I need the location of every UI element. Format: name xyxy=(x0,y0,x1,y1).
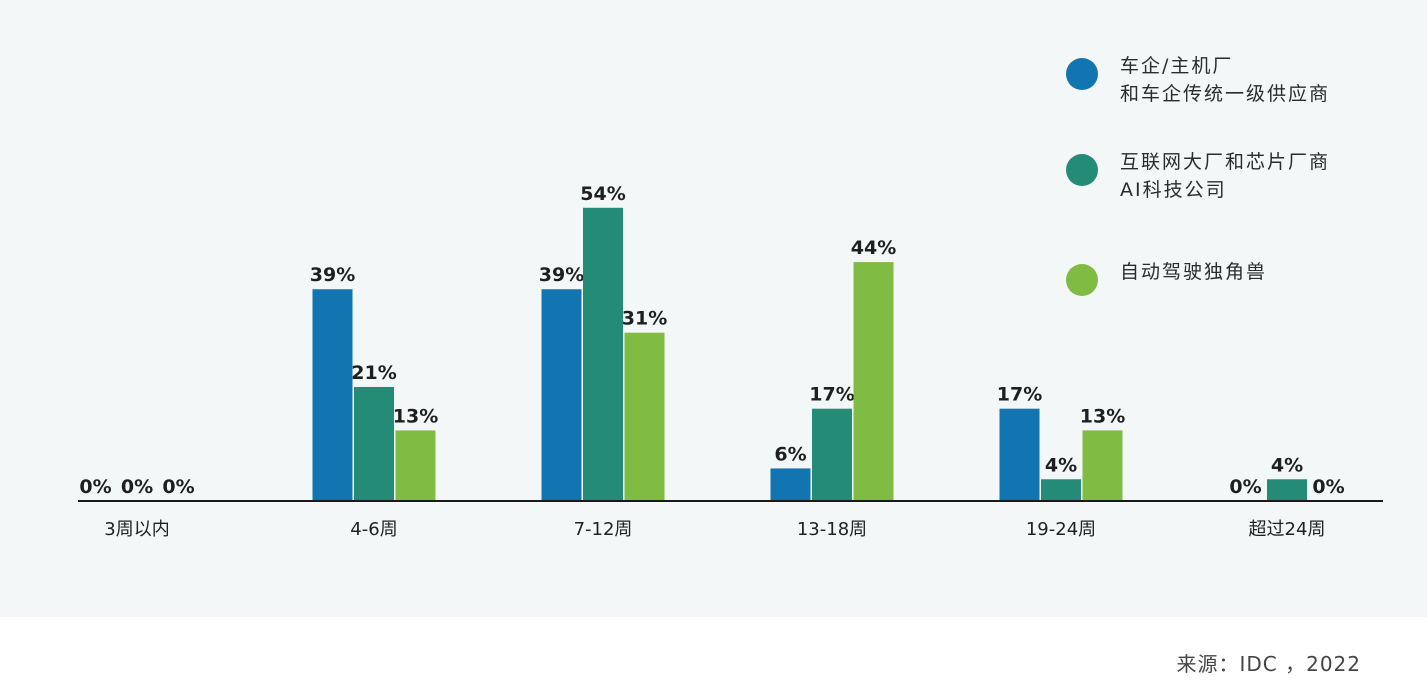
bar xyxy=(1041,479,1081,501)
x-tick-label: 3周以内 xyxy=(104,519,169,540)
bar xyxy=(812,408,852,501)
data-label: 0% xyxy=(162,476,194,498)
legend-item-automakers: 车企/主机厂和车企传统一级供应商 xyxy=(1066,52,1330,108)
legend-label-line: 车企/主机厂 xyxy=(1120,55,1234,77)
data-label: 17% xyxy=(997,384,1042,406)
legend-label-line: 自动驾驶独角兽 xyxy=(1120,261,1268,283)
legend-dot-unicorn xyxy=(1066,264,1098,296)
bar xyxy=(853,262,894,501)
data-label: 39% xyxy=(539,264,584,286)
data-label: 0% xyxy=(1312,476,1344,498)
bar xyxy=(1267,479,1307,501)
data-label: 6% xyxy=(774,443,806,465)
legend-dot-automakers xyxy=(1066,58,1098,90)
legend-item-unicorn: 自动驾驶独角兽 xyxy=(1066,258,1267,296)
data-label: 31% xyxy=(622,308,667,330)
x-tick-label: 4-6周 xyxy=(350,519,397,540)
source-note: 来源：IDC ，2022 xyxy=(1176,652,1361,676)
legend-label-line: 和车企传统一级供应商 xyxy=(1120,83,1331,105)
x-tick-label: 超过24周 xyxy=(1249,519,1326,540)
data-label: 17% xyxy=(809,384,854,406)
legend-label-line: 互联网大厂和芯片厂商 xyxy=(1120,151,1331,173)
legend-label-line: AI科技公司 xyxy=(1120,179,1227,201)
data-label: 4% xyxy=(1271,454,1303,476)
data-label: 39% xyxy=(310,264,355,286)
data-label: 0% xyxy=(79,476,111,498)
legend-label-automakers: 车企/主机厂和车企传统一级供应商 xyxy=(1120,52,1330,108)
x-tick-label: 19-24周 xyxy=(1026,519,1096,540)
bar xyxy=(1082,430,1123,501)
data-label: 0% xyxy=(1229,476,1261,498)
legend-label-unicorn: 自动驾驶独角兽 xyxy=(1120,258,1267,286)
bar xyxy=(541,289,582,501)
chart-panel: 0% 0% 0% 3周以内 39% 21% 13% 4-6周 39% 54% 31% 7-12周 6% 1… xyxy=(0,0,1427,617)
data-label: 13% xyxy=(393,405,438,427)
data-label: 0% xyxy=(121,476,153,498)
data-label: 13% xyxy=(1080,405,1125,427)
bar xyxy=(354,386,394,501)
x-tick-label: 7-12周 xyxy=(574,519,633,540)
bar xyxy=(395,430,436,501)
legend-item-internet-chip: 互联网大厂和芯片厂商 AI科技公司 xyxy=(1066,148,1330,204)
data-label: 54% xyxy=(580,183,625,205)
bar xyxy=(312,289,353,501)
bar xyxy=(999,408,1040,501)
data-label: 21% xyxy=(351,362,396,384)
data-label: 4% xyxy=(1045,454,1077,476)
data-label: 44% xyxy=(851,237,896,259)
bar xyxy=(770,468,811,501)
bar xyxy=(583,207,623,501)
bar-chart: 0% 0% 0% 3周以内 39% 21% 13% 4-6周 39% 54% 31% 7-12周 6% 1… xyxy=(78,183,1383,540)
legend-label-internet-chip: 互联网大厂和芯片厂商 AI科技公司 xyxy=(1120,148,1330,204)
legend-dot-internet-chip xyxy=(1066,154,1098,186)
x-tick-label: 13-18周 xyxy=(797,519,867,540)
bar xyxy=(624,332,665,501)
